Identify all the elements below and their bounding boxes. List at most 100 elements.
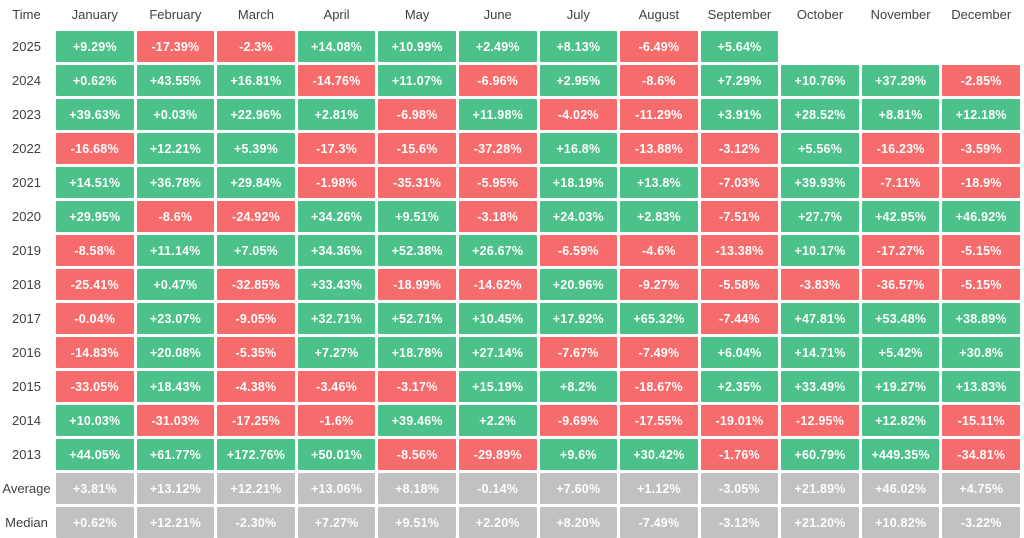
return-cell: +10.82% <box>861 507 940 538</box>
return-cell: +34.26% <box>297 201 376 232</box>
return-cell: +17.92% <box>539 303 618 334</box>
return-cell: -5.35% <box>217 337 295 368</box>
table-row-2023: 2023 +39.63% +0.03% +22.96% +2.81% -6.98% +11.… <box>0 99 1020 130</box>
return-cell: +39.93% <box>781 167 859 198</box>
return-cell: +0.47% <box>136 269 215 300</box>
table-row-2017: 2017 -0.04% +23.07% -9.05% +32.71% +52.71% +10… <box>0 303 1020 334</box>
return-cell: -5.95% <box>458 167 537 198</box>
return-cell: -17.27% <box>861 235 940 266</box>
return-cell: -5.58% <box>700 269 779 300</box>
return-cell: +1.12% <box>620 473 698 504</box>
return-cell: -15.11% <box>942 405 1020 436</box>
return-cell: +10.03% <box>56 405 134 436</box>
return-cell: +2.2% <box>458 405 537 436</box>
return-cell: +6.04% <box>700 337 779 368</box>
return-cell <box>781 31 859 62</box>
return-cell: +46.92% <box>942 201 1020 232</box>
return-cell: +46.02% <box>861 473 940 504</box>
table-row-2018: 2018 -25.41% +0.47% -32.85% +33.43% -18.99% -1… <box>0 269 1020 300</box>
row-label: 2022 <box>12 141 41 156</box>
return-cell: +50.01% <box>297 439 376 470</box>
return-cell: +5.56% <box>781 133 859 164</box>
return-cell: -11.29% <box>620 99 698 130</box>
return-cell: +24.03% <box>539 201 618 232</box>
return-cell: +27.14% <box>458 337 537 368</box>
return-cell: +16.81% <box>217 65 295 96</box>
return-cell: +30.8% <box>942 337 1020 368</box>
return-cell: -17.55% <box>620 405 698 436</box>
return-cell: -32.85% <box>217 269 295 300</box>
row-label: 2014 <box>12 413 41 428</box>
return-cell: -15.6% <box>378 133 456 164</box>
return-cell: +8.2% <box>539 371 618 402</box>
return-cell: -12.95% <box>781 405 859 436</box>
return-cell: +34.36% <box>297 235 376 266</box>
column-header-september: September <box>707 6 772 22</box>
return-cell: -8.6% <box>620 65 698 96</box>
column-header-march: March <box>237 6 275 22</box>
return-cell: +18.43% <box>136 371 215 402</box>
return-cell: -3.22% <box>942 507 1020 538</box>
return-cell: +16.8% <box>539 133 618 164</box>
return-cell: +8.18% <box>378 473 456 504</box>
return-cell: +8.20% <box>539 507 618 538</box>
row-label: 2023 <box>12 107 41 122</box>
return-cell: +27.7% <box>781 201 859 232</box>
column-header-january: January <box>71 6 118 22</box>
return-cell: +2.20% <box>458 507 537 538</box>
row-label: 2015 <box>12 379 41 394</box>
return-cell: -3.12% <box>700 507 779 538</box>
table-row-2022: 2022 -16.68% +12.21% +5.39% -17.3% -15.6% -37.… <box>0 133 1020 164</box>
return-cell: +5.42% <box>861 337 940 368</box>
return-cell: +21.20% <box>781 507 859 538</box>
table-row-2021: 2021 +14.51% +36.78% +29.84% -1.98% -35.31% -5… <box>0 167 1020 198</box>
return-cell: -25.41% <box>56 269 134 300</box>
table-row-2015: 2015 -33.05% +18.43% -4.38% -3.46% -3.17% +15.… <box>0 371 1020 402</box>
return-cell: -5.15% <box>942 235 1020 266</box>
return-cell: +10.45% <box>458 303 537 334</box>
return-cell: +8.13% <box>539 31 618 62</box>
return-cell: +2.81% <box>297 99 376 130</box>
return-cell: +20.08% <box>136 337 215 368</box>
return-cell: -14.83% <box>56 337 134 368</box>
return-cell: +29.95% <box>56 201 134 232</box>
return-cell: +13.06% <box>297 473 376 504</box>
return-cell: -3.46% <box>297 371 376 402</box>
column-header-april: April <box>323 6 350 22</box>
return-cell: -13.38% <box>700 235 779 266</box>
return-cell: -18.99% <box>378 269 456 300</box>
return-cell: -4.38% <box>217 371 295 402</box>
return-cell: +14.51% <box>56 167 134 198</box>
return-cell: -7.44% <box>700 303 779 334</box>
return-cell: +11.07% <box>378 65 456 96</box>
return-cell: +11.14% <box>136 235 215 266</box>
return-cell: -6.59% <box>539 235 618 266</box>
return-cell: +26.67% <box>458 235 537 266</box>
return-cell: -29.89% <box>458 439 537 470</box>
return-cell: +21.89% <box>781 473 859 504</box>
return-cell: +12.21% <box>136 507 215 538</box>
table-row-2013: 2013 +44.05% +61.77% +172.76% +50.01% -8.56% -… <box>0 439 1020 470</box>
return-cell: -3.12% <box>700 133 779 164</box>
return-cell: +7.60% <box>539 473 618 504</box>
return-cell: -8.58% <box>56 235 134 266</box>
return-cell: +10.76% <box>781 65 859 96</box>
return-cell: -16.23% <box>861 133 940 164</box>
table-body: 2025 +9.29% -17.39% -2.3% +14.08% +10.99% +2.4… <box>0 31 1020 538</box>
return-cell: -7.03% <box>700 167 779 198</box>
row-label: 2020 <box>12 209 41 224</box>
return-cell: +47.81% <box>781 303 859 334</box>
return-cell: +42.95% <box>861 201 940 232</box>
return-cell: +2.49% <box>458 31 537 62</box>
return-cell: +449.35% <box>861 439 940 470</box>
return-cell: -4.6% <box>620 235 698 266</box>
return-cell: -0.04% <box>56 303 134 334</box>
return-cell: +39.63% <box>56 99 134 130</box>
column-header-november: November <box>870 6 931 22</box>
column-header-august: August <box>638 6 680 22</box>
return-cell: -14.76% <box>297 65 376 96</box>
return-cell: -2.85% <box>942 65 1020 96</box>
return-cell: +12.18% <box>942 99 1020 130</box>
return-cell: -7.67% <box>539 337 618 368</box>
return-cell: +29.84% <box>217 167 295 198</box>
